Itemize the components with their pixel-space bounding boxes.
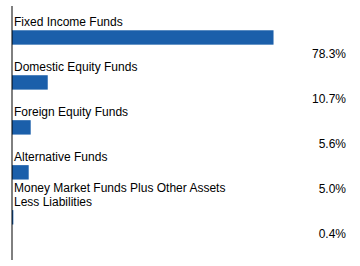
bar [12,75,48,89]
chart: Fixed Income Funds 78.3% Domestic Equity F… [0,0,360,266]
value-label: 0.4% [319,227,347,241]
labels: Fixed Income Funds 78.3% Domestic Equity F… [14,15,346,241]
value-label: 5.6% [319,137,347,151]
category-label: Money Market Funds Plus Other AssetsLess… [14,181,225,209]
value-label: 78.3% [312,47,346,61]
bars [12,30,274,224]
category-label: Foreign Equity Funds [14,105,128,119]
bar [12,30,274,44]
bar [12,120,31,134]
category-label: Fixed Income Funds [14,15,123,29]
category-axis [12,6,13,260]
category-label: Domestic Equity Funds [14,60,137,74]
bar [12,165,29,179]
category-label: Alternative Funds [14,150,107,164]
value-label: 5.0% [319,182,347,196]
value-label: 10.7% [312,92,346,106]
